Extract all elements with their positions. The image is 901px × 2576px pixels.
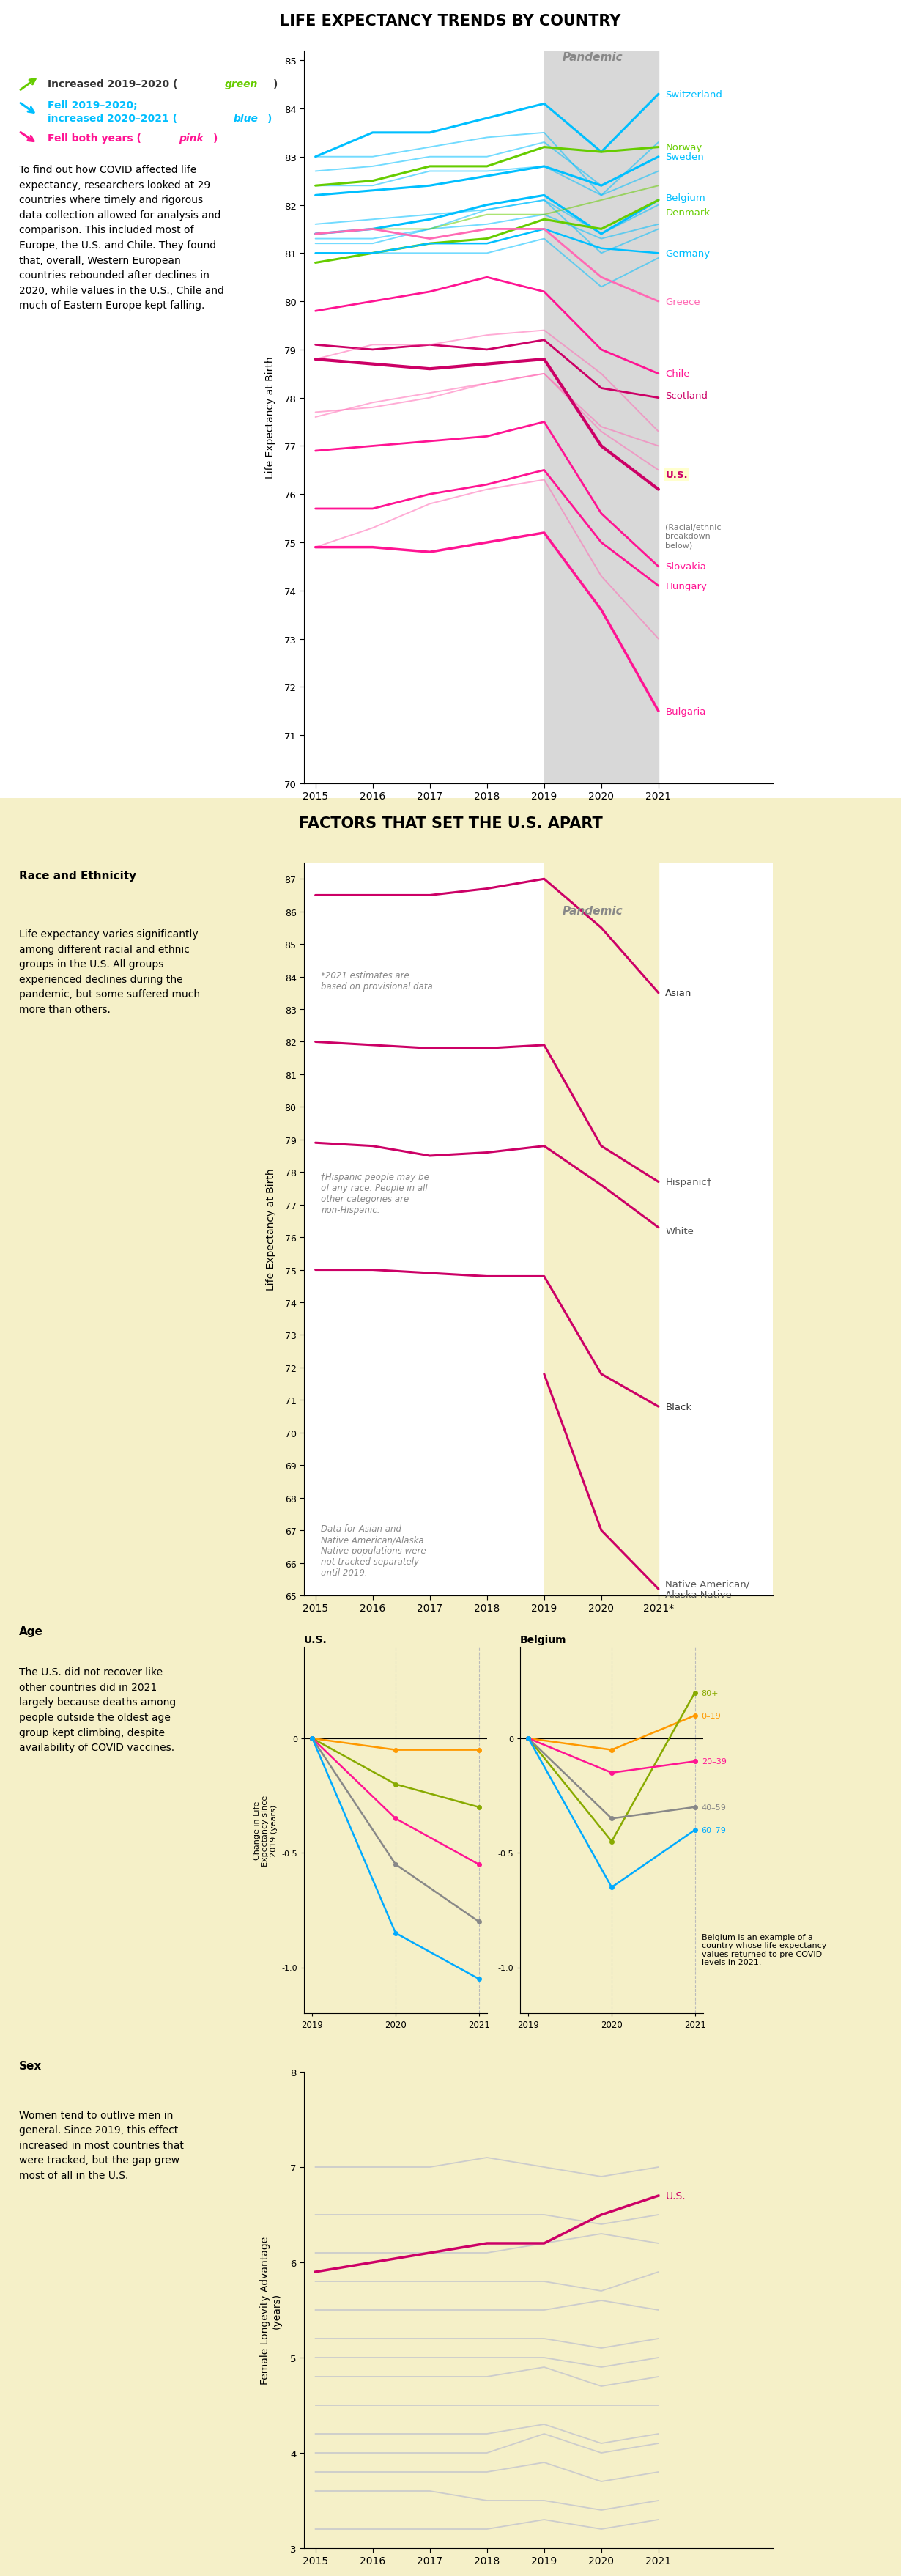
Y-axis label: Change in Life
Expectancy since
2019 (years): Change in Life Expectancy since 2019 (ye…: [253, 1795, 278, 1865]
Bar: [544, 863, 659, 1595]
Text: Germany: Germany: [665, 250, 710, 258]
Text: Sweden: Sweden: [665, 152, 704, 162]
Text: Belgium is an example of a
country whose life expectancy
values returned to pre-: Belgium is an example of a country whose…: [702, 1932, 826, 1965]
Text: *2021 estimates are
based on provisional data.: *2021 estimates are based on provisional…: [321, 971, 436, 992]
Text: Fell both years (: Fell both years (: [48, 134, 141, 144]
Text: White: White: [665, 1226, 694, 1236]
Text: Denmark: Denmark: [665, 209, 710, 216]
Text: To find out how COVID affected life
expectancy, researchers looked at 29
countri: To find out how COVID affected life expe…: [19, 165, 224, 312]
Text: U.S.: U.S.: [665, 471, 687, 479]
Text: Race and Ethnicity: Race and Ethnicity: [19, 871, 136, 881]
Text: 80+: 80+: [702, 1690, 719, 1698]
Text: Sex: Sex: [19, 2061, 41, 2071]
Text: Fell 2019–2020;: Fell 2019–2020;: [48, 100, 137, 111]
Text: Scotland: Scotland: [665, 392, 708, 402]
Text: Chile: Chile: [665, 368, 690, 379]
Y-axis label: Life Expectancy at Birth: Life Expectancy at Birth: [266, 355, 276, 479]
Text: LIFE EXPECTANCY TRENDS BY COUNTRY: LIFE EXPECTANCY TRENDS BY COUNTRY: [280, 13, 621, 28]
Text: Hungary: Hungary: [665, 582, 707, 590]
Text: green: green: [224, 80, 258, 90]
Text: Slovakia: Slovakia: [665, 562, 706, 572]
Text: 60–79: 60–79: [702, 1826, 726, 1834]
Text: †Hispanic people may be
of any race. People in all
other categories are
non-Hisp: †Hispanic people may be of any race. Peo…: [321, 1172, 430, 1216]
Bar: [544, 52, 659, 783]
Text: ): ): [214, 134, 218, 144]
Text: Norway: Norway: [665, 142, 702, 152]
Text: ): ): [268, 113, 272, 124]
Text: U.S.: U.S.: [304, 1636, 327, 1646]
Y-axis label: Female Longevity Advantage
(years): Female Longevity Advantage (years): [259, 2236, 282, 2385]
Text: 20–39: 20–39: [702, 1757, 726, 1765]
Text: Native American/
Alaska Native: Native American/ Alaska Native: [665, 1579, 750, 1600]
Text: Belgium: Belgium: [520, 1636, 567, 1646]
Text: Life expectancy varies significantly
among different racial and ethnic
groups in: Life expectancy varies significantly amo…: [19, 930, 200, 1015]
Text: The U.S. did not recover like
other countries did in 2021
largely because deaths: The U.S. did not recover like other coun…: [19, 1667, 176, 1752]
Text: Increased 2019–2020 (: Increased 2019–2020 (: [48, 80, 177, 90]
Text: ): ): [273, 80, 278, 90]
Y-axis label: Life Expectancy at Birth: Life Expectancy at Birth: [267, 1170, 277, 1291]
Text: pink: pink: [179, 134, 204, 144]
Text: 40–59: 40–59: [702, 1803, 726, 1811]
Text: U.S.: U.S.: [665, 2190, 686, 2200]
Text: Pandemic: Pandemic: [562, 907, 623, 917]
Text: Pandemic: Pandemic: [562, 52, 623, 64]
Text: Bulgaria: Bulgaria: [665, 706, 705, 716]
Text: Switzerland: Switzerland: [665, 90, 723, 100]
Text: 0–19: 0–19: [702, 1713, 721, 1718]
Text: Belgium: Belgium: [665, 193, 705, 204]
Text: Women tend to outlive men in
general. Since 2019, this effect
increased in most : Women tend to outlive men in general. Si…: [19, 2110, 184, 2179]
Text: increased 2020–2021 (: increased 2020–2021 (: [48, 113, 177, 124]
Text: Asian: Asian: [665, 989, 692, 997]
Text: Age: Age: [19, 1625, 43, 1636]
Text: Hispanic†: Hispanic†: [665, 1177, 712, 1188]
Text: (Racial/ethnic
breakdown
below): (Racial/ethnic breakdown below): [665, 523, 722, 549]
Text: Black: Black: [665, 1401, 692, 1412]
Text: blue: blue: [233, 113, 258, 124]
Text: Greece: Greece: [665, 296, 700, 307]
Text: FACTORS THAT SET THE U.S. APART: FACTORS THAT SET THE U.S. APART: [298, 817, 603, 832]
Text: Data for Asian and
Native American/Alaska
Native populations were
not tracked se: Data for Asian and Native American/Alask…: [321, 1525, 426, 1577]
